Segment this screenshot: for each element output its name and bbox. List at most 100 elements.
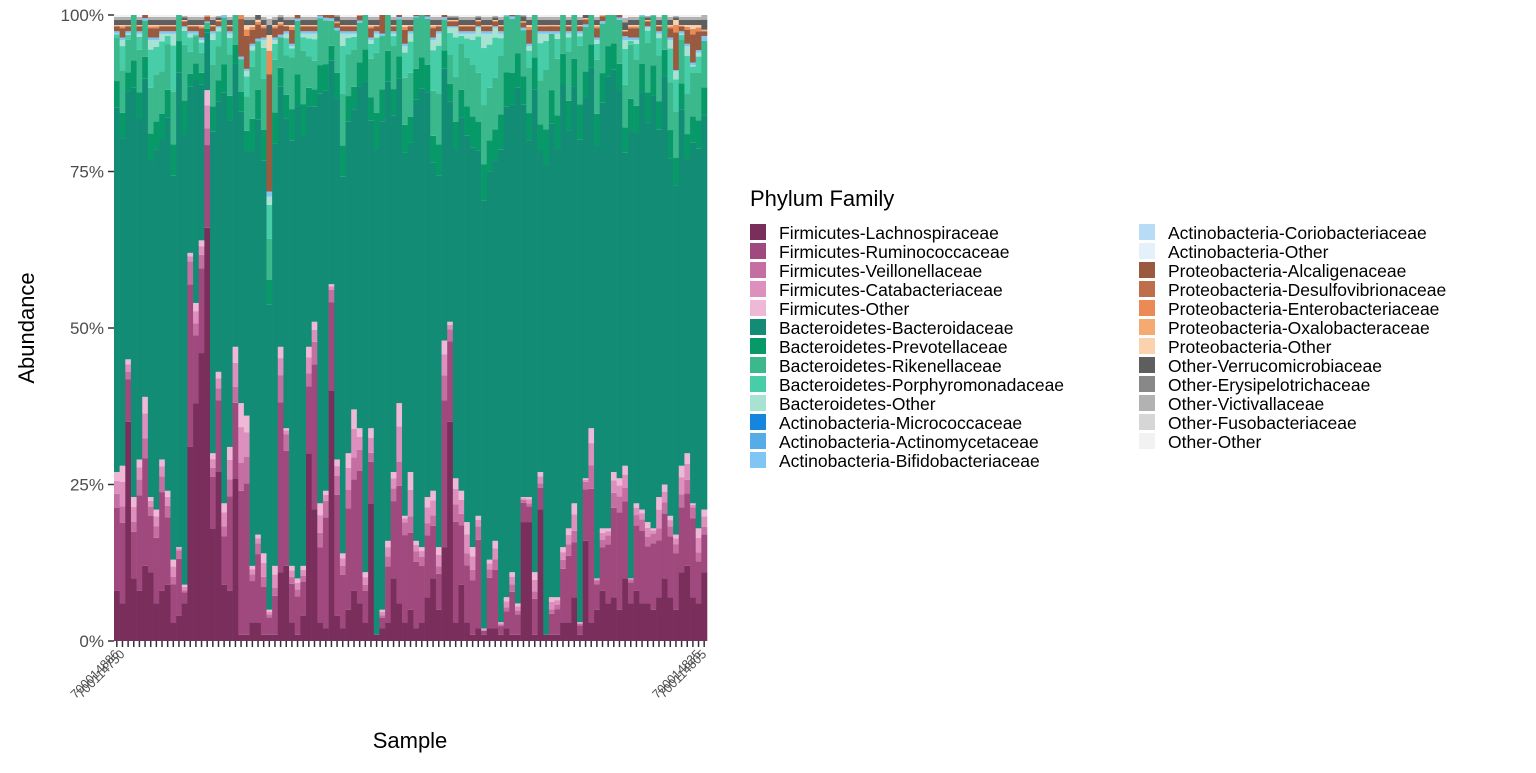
bar-segment <box>137 26 143 27</box>
bar-segment <box>374 53 380 113</box>
bar-segment <box>515 15 521 53</box>
bar-segment <box>577 635 583 641</box>
bar-segment <box>515 603 521 606</box>
bar-segment <box>549 26 555 27</box>
bar-segment <box>170 622 176 641</box>
bar-segment <box>340 146 346 177</box>
bar-segment <box>532 57 538 89</box>
bar-segment <box>148 161 154 497</box>
bar-segment <box>340 34 346 46</box>
bar-segment <box>549 609 555 614</box>
bar-segment <box>549 635 555 641</box>
bar-segment <box>408 25 414 26</box>
bar-segment <box>170 45 176 91</box>
bar-segment <box>639 16 645 64</box>
bar-segment <box>492 26 498 27</box>
bar-segment <box>634 15 640 17</box>
bar-segment <box>255 25 261 39</box>
bar-segment <box>425 65 431 92</box>
bar-segment <box>227 15 233 17</box>
bar-segment <box>481 200 487 628</box>
bar-segment <box>137 459 143 467</box>
bar-segment <box>464 522 470 534</box>
bar-segment <box>176 15 182 41</box>
bar-segment <box>193 80 199 303</box>
bar-segment <box>295 590 301 597</box>
bar-segment <box>628 25 634 26</box>
bar-segment <box>679 31 685 33</box>
bar-segment <box>526 522 532 641</box>
bar-segment <box>346 34 352 38</box>
bar-segment <box>492 18 498 21</box>
bar-segment <box>261 635 267 641</box>
bar-segment <box>137 480 143 496</box>
bar-segment <box>255 544 261 555</box>
bar-segment <box>131 88 137 497</box>
bar-segment <box>447 26 453 27</box>
bar-segment <box>114 15 120 17</box>
bar-segment <box>154 38 160 41</box>
bar-segment <box>475 73 481 122</box>
y-tick-label: 75% <box>70 163 104 182</box>
bar-segment <box>199 28 205 37</box>
bar-segment <box>125 34 131 35</box>
bar-segment <box>600 533 606 540</box>
bar-segment <box>498 56 504 115</box>
bar-segment <box>645 22 651 27</box>
bar-segment <box>402 25 408 27</box>
bar-segment <box>137 591 143 641</box>
bar-segment <box>346 15 352 17</box>
bar-segment <box>154 121 160 149</box>
bar-segment <box>594 114 600 146</box>
bar-segment <box>701 510 707 517</box>
bar-segment <box>464 58 470 107</box>
bar-segment <box>159 34 165 42</box>
bar-segment <box>487 628 493 641</box>
bar-segment <box>436 17 442 20</box>
bar-segment <box>233 45 239 64</box>
bar-segment <box>594 578 600 579</box>
bar-segment <box>436 15 442 17</box>
bar-segment <box>662 514 668 579</box>
bar-segment <box>667 516 673 520</box>
bar-segment <box>645 122 651 522</box>
bar-segment <box>594 28 600 37</box>
bar-segment <box>667 536 673 597</box>
bar-segment <box>402 20 408 25</box>
bar-segment <box>459 25 465 26</box>
bar-segment <box>526 68 532 113</box>
bar-segment <box>159 476 165 492</box>
bar-segment <box>204 145 210 228</box>
bar-segment <box>148 88 154 134</box>
bar-segment <box>289 566 295 570</box>
bar-segment <box>351 25 357 26</box>
bar-segment <box>622 31 628 32</box>
bar-segment <box>453 18 459 21</box>
bar-segment <box>317 547 323 622</box>
bar-segment <box>363 49 369 81</box>
legend-swatch <box>750 376 766 392</box>
bar-segment <box>436 566 442 574</box>
bar-segment <box>346 453 352 468</box>
bar-segment <box>538 17 544 20</box>
bar-segment <box>374 25 380 26</box>
bar-segment <box>634 503 640 508</box>
bar-segment <box>120 603 126 641</box>
bar-segment <box>622 23 628 31</box>
bar-segment <box>272 20 278 25</box>
bar-segment <box>555 597 561 600</box>
bar-segment <box>317 622 323 641</box>
bar-segment <box>628 26 634 28</box>
bar-segment <box>346 468 352 490</box>
bar-segment <box>182 45 188 101</box>
bar-segment <box>425 19 431 65</box>
bar-segment <box>402 535 408 622</box>
legend-label: Bacteroidetes-Bacteroidaceae <box>779 318 1013 338</box>
bar-segment <box>165 117 171 491</box>
bar-segment <box>283 27 289 32</box>
legend-label: Proteobacteria-Other <box>1168 337 1332 357</box>
bar-segment <box>227 17 233 20</box>
bar-segment <box>199 53 205 73</box>
bar-segment <box>487 569 493 577</box>
bar-segment <box>238 59 244 92</box>
